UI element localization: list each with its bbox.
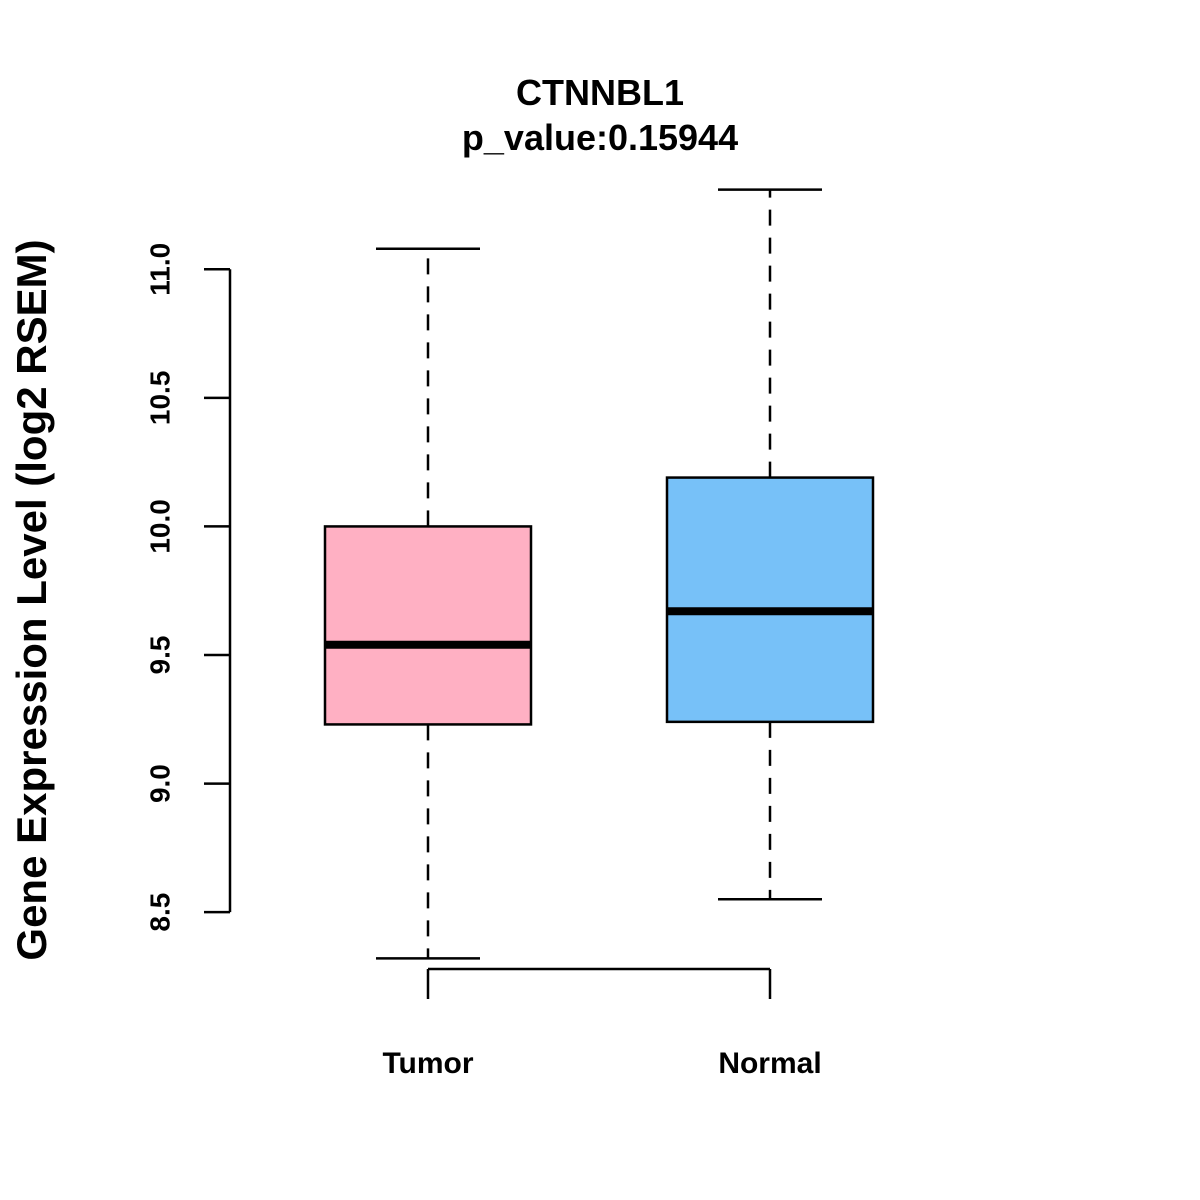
- y-tick-label: 10.5: [144, 371, 175, 426]
- y-axis: 8.5 9.0 9.5 10.0 10.5 11.0: [144, 243, 232, 932]
- y-tick-label: 10.0: [144, 499, 175, 554]
- y-tick-label: 8.5: [144, 893, 175, 932]
- box-iqr: [665, 476, 875, 724]
- x-axis: Tumor Normal: [382, 967, 822, 1080]
- box-iqr: [323, 525, 533, 726]
- chart-subtitle: p_value:0.15944: [462, 117, 738, 158]
- y-tick-label: 9.0: [144, 764, 175, 803]
- y-tick-label: 11.0: [144, 243, 175, 296]
- boxes: [323, 188, 875, 960]
- x-category-label: Normal: [718, 1047, 821, 1080]
- box-group-tumor: [323, 247, 533, 960]
- y-tick-label: 9.5: [144, 636, 175, 675]
- y-axis-label: Gene Expression Level (log2 RSEM): [8, 239, 55, 960]
- chart-title: CTNNBL1: [516, 72, 684, 113]
- box-group-normal: [665, 188, 875, 901]
- x-category-label: Tumor: [382, 1047, 473, 1080]
